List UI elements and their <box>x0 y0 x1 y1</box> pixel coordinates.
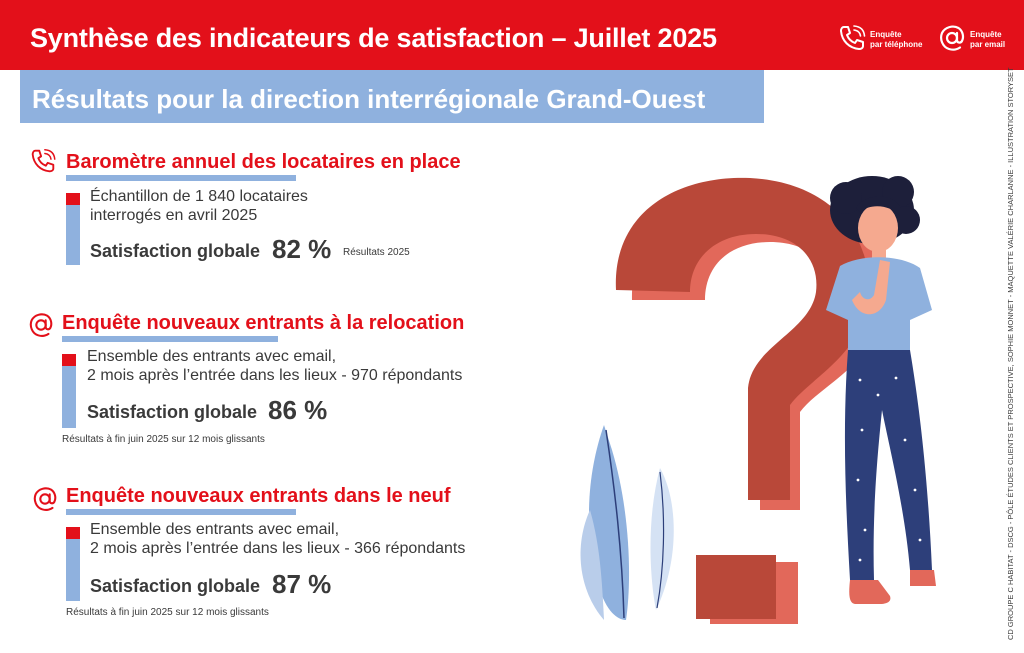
section-title: Enquête nouveaux entrants dans le neuf <box>66 485 451 507</box>
satisfaction-label: Satisfaction globale <box>90 576 261 596</box>
legend-email-label: Enquête par email <box>970 30 1006 49</box>
accent-red-block <box>66 193 80 205</box>
phone-icon <box>840 25 866 50</box>
accent-red-block <box>66 527 80 539</box>
subheader-title: Résultats pour la direction interrégiona… <box>32 84 706 114</box>
question-mark-illustration <box>580 176 936 624</box>
section-underline <box>66 509 296 515</box>
plant-decoration <box>580 425 674 620</box>
subheader-bar <box>20 70 764 123</box>
at-icon <box>940 25 965 51</box>
section-description: Échantillon de 1 840 locataires interrog… <box>90 188 308 224</box>
accent-blue-bar <box>66 539 80 601</box>
accent-blue-bar <box>62 366 76 428</box>
accent-blue-bar <box>66 205 80 265</box>
results-note: Résultats à fin juin 2025 sur 12 mois gl… <box>62 434 265 445</box>
legend-phone-label: Enquête par téléphone <box>870 30 923 49</box>
section-description: Ensemble des entrants avec email, 2 mois… <box>87 348 463 384</box>
section-title: Baromètre annuel des locataires en place <box>66 151 461 173</box>
satisfaction-value: 87 % <box>272 569 332 599</box>
section-title: Enquête nouveaux entrants à la relocatio… <box>62 312 465 334</box>
satisfaction-value: 86 % <box>268 395 328 425</box>
section-underline <box>66 175 296 181</box>
accent-red-block <box>62 354 76 366</box>
satisfaction-label: Satisfaction globale <box>90 241 261 261</box>
credit-text: CD GROUPE C HABITAT - DSCG - PÔLE ÉTUDES… <box>1006 67 1015 640</box>
thinking-woman-illustration <box>826 176 936 604</box>
section-description: Ensemble des entrants avec email, 2 mois… <box>90 521 466 557</box>
at-icon <box>29 313 53 337</box>
section-underline <box>62 336 278 342</box>
satisfaction-label: Satisfaction globale <box>87 402 258 422</box>
results-note: Résultats 2025 <box>343 247 410 258</box>
at-icon <box>33 487 57 511</box>
phone-icon <box>31 149 56 173</box>
page-title: Synthèse des indicateurs de satisfaction… <box>30 23 717 53</box>
header-bar <box>0 0 1024 70</box>
results-note: Résultats à fin juin 2025 sur 12 mois gl… <box>66 607 269 618</box>
satisfaction-value: 82 % <box>272 234 332 264</box>
